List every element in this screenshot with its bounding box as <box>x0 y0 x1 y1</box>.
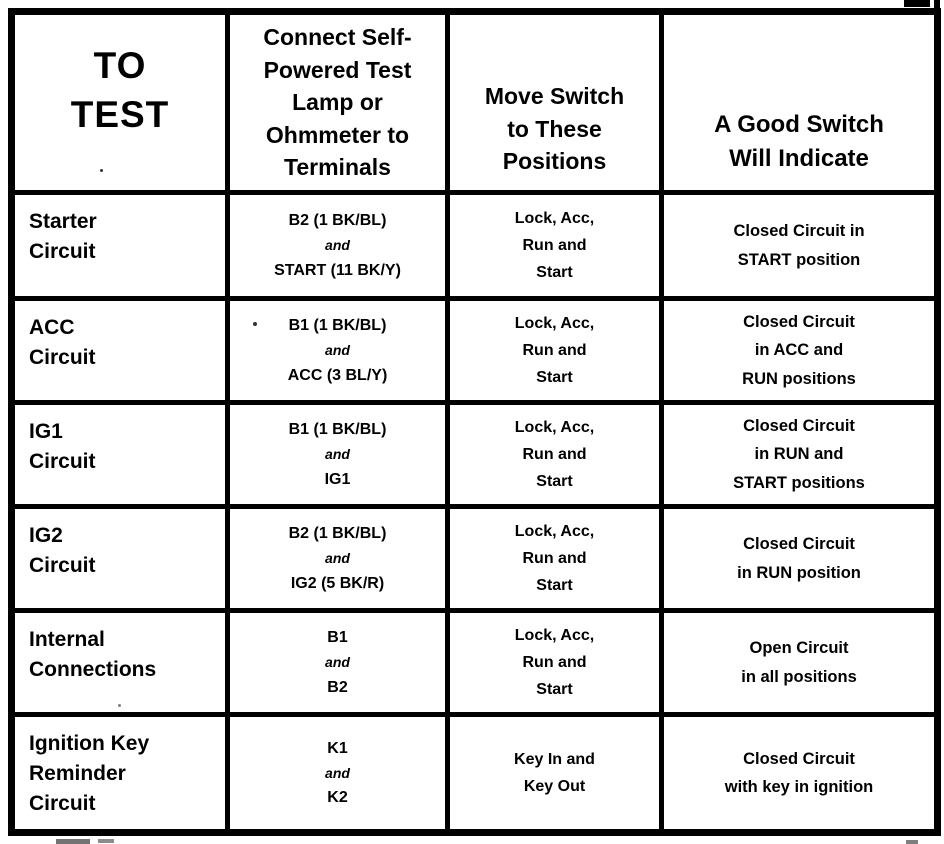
terminal-conjunction: and <box>325 654 350 671</box>
terminal-bottom: START (11 BK/Y) <box>274 261 401 279</box>
indicate-cell: Open Circuit in all positions <box>659 608 940 717</box>
terminal-bottom: K2 <box>327 789 348 807</box>
header-indicate: A Good Switch Will Indicate <box>659 9 940 195</box>
indicate-cell: Closed Circuit in ACC and RUN positions <box>659 296 940 405</box>
header-to-test: TO TEST <box>9 9 230 195</box>
positions-label: Lock, Acc, Run and Start <box>514 314 595 387</box>
positions-cell: Lock, Acc, Run and Start <box>445 504 664 613</box>
terminals-cell: B2 (1 BK/BL) and IG2 (5 BK/R) <box>225 504 450 613</box>
header-positions-label: Move Switch to These Positions <box>484 83 625 175</box>
scan-artifact <box>904 0 930 7</box>
ignition-switch-test-table: TO TEST Connect Self- Powered Test Lamp … <box>8 8 941 836</box>
terminals-cell: B1 (1 BK/BL) and ACC (3 BL/Y) <box>225 296 450 405</box>
terminals-cell: B1 (1 BK/BL) and IG1 <box>225 400 450 509</box>
indicate-cell: Closed Circuit in RUN and START position… <box>659 400 940 509</box>
table-row: Internal Connections B1 and B2 Lock, Acc… <box>9 608 940 717</box>
terminal-bottom: IG2 (5 BK/R) <box>290 574 385 592</box>
terminals-cell: K1 and K2 <box>225 712 450 835</box>
terminal-bottom: IG1 <box>324 470 351 488</box>
indicate-label: Closed Circuit in ACC and RUN positions <box>742 313 856 388</box>
terminal-top: B1 (1 BK/BL) <box>288 317 387 335</box>
header-to-test-label: TO TEST <box>70 45 170 135</box>
scan-artifact <box>98 839 114 843</box>
scan-speck <box>253 322 257 326</box>
scan-artifact <box>934 0 940 12</box>
terminal-conjunction: and <box>325 764 350 781</box>
indicate-cell: Closed Circuit with key in ignition <box>659 712 940 835</box>
positions-label: Lock, Acc, Run and Start <box>514 522 595 595</box>
table-row: IG2 Circuit B2 (1 BK/BL) and IG2 (5 BK/R… <box>9 504 940 613</box>
positions-cell: Lock, Acc, Run and Start <box>445 608 664 717</box>
indicate-label: Closed Circuit in START position <box>733 222 865 269</box>
indicate-label: Open Circuit in all positions <box>741 639 857 686</box>
table-header-row: TO TEST Connect Self- Powered Test Lamp … <box>9 9 940 195</box>
terminal-top: B2 (1 BK/BL) <box>288 212 387 230</box>
test-label: IG2 Circuit <box>29 524 96 577</box>
test-label: IG1 Circuit <box>29 420 96 473</box>
test-cell: Internal Connections <box>9 608 230 717</box>
scan-speck <box>118 704 121 707</box>
test-label: Ignition Key Reminder Circuit <box>29 732 150 815</box>
terminal-top: B1 <box>327 629 348 647</box>
header-indicate-label: A Good Switch Will Indicate <box>714 110 884 172</box>
test-label: Internal Connections <box>29 628 157 681</box>
test-cell: ACC Circuit <box>9 296 230 405</box>
terminal-top: B1 (1 BK/BL) <box>288 421 387 439</box>
positions-cell: Lock, Acc, Run and Start <box>445 190 664 301</box>
terminal-conjunction: and <box>325 446 350 463</box>
table-row: ACC Circuit B1 (1 BK/BL) and ACC (3 BL/Y… <box>9 296 940 405</box>
positions-cell: Lock, Acc, Run and Start <box>445 296 664 405</box>
table-row: Starter Circuit B2 (1 BK/BL) and START (… <box>9 190 940 301</box>
positions-cell: Key In and Key Out <box>445 712 664 835</box>
indicate-label: Closed Circuit with key in ignition <box>724 749 874 796</box>
positions-label: Lock, Acc, Run and Start <box>514 626 595 699</box>
terminals-cell: B2 (1 BK/BL) and START (11 BK/Y) <box>225 190 450 301</box>
indicate-cell: Closed Circuit in START position <box>659 190 940 301</box>
indicate-label: Closed Circuit in RUN position <box>737 535 861 582</box>
terminal-conjunction: and <box>325 550 350 567</box>
positions-label: Lock, Acc, Run and Start <box>514 418 595 491</box>
terminal-bottom: ACC (3 BL/Y) <box>287 366 388 384</box>
test-label: ACC Circuit <box>29 316 96 369</box>
terminal-conjunction: and <box>325 342 350 359</box>
terminal-conjunction: and <box>325 237 350 254</box>
header-positions: Move Switch to These Positions <box>445 9 664 195</box>
scan-speck <box>100 169 103 172</box>
terminal-top: K1 <box>327 739 348 757</box>
terminal-bottom: B2 <box>327 678 348 696</box>
header-terminals-label: Connect Self- Powered Test Lamp or Ohmme… <box>263 23 412 181</box>
test-cell: Ignition Key Reminder Circuit <box>9 712 230 835</box>
test-cell: IG1 Circuit <box>9 400 230 509</box>
test-label: Starter Circuit <box>29 210 97 263</box>
positions-label: Lock, Acc, Run and Start <box>514 209 595 282</box>
table-row: Ignition Key Reminder Circuit K1 and K2 … <box>9 712 940 835</box>
scan-artifact <box>906 840 918 844</box>
header-terminals: Connect Self- Powered Test Lamp or Ohmme… <box>225 9 450 195</box>
indicate-label: Closed Circuit in RUN and START position… <box>733 417 865 492</box>
table-row: IG1 Circuit B1 (1 BK/BL) and IG1 Lock, A… <box>9 400 940 509</box>
terminals-cell: B1 and B2 <box>225 608 450 717</box>
scan-artifact <box>56 839 90 844</box>
test-cell: Starter Circuit <box>9 190 230 301</box>
test-cell: IG2 Circuit <box>9 504 230 613</box>
indicate-cell: Closed Circuit in RUN position <box>659 504 940 613</box>
positions-label: Key In and Key Out <box>514 750 595 795</box>
terminal-top: B2 (1 BK/BL) <box>288 525 387 543</box>
positions-cell: Lock, Acc, Run and Start <box>445 400 664 509</box>
